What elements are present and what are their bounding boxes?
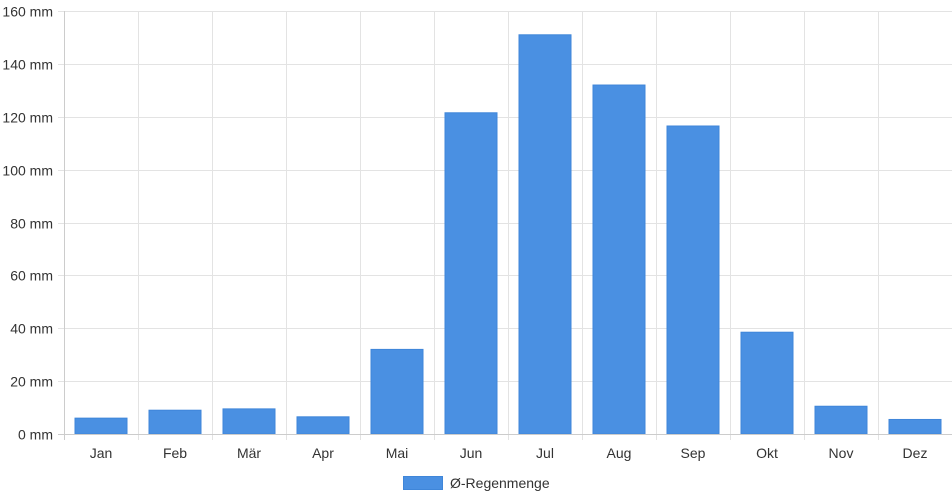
bar-jul[interactable] [518,34,572,435]
bars [74,34,942,435]
y-tick-label: 120 mm [2,110,53,126]
x-tick-label: Mär [237,445,261,461]
bar-jun[interactable] [444,112,498,435]
bar-apr[interactable] [296,416,350,435]
x-tick-label: Nov [829,445,854,461]
bar-aug[interactable] [592,84,646,435]
x-tick-label: Okt [756,445,778,461]
y-tick-label: 40 mm [10,321,53,337]
y-tick-label: 80 mm [10,216,53,232]
x-tick-label: Jan [90,445,113,461]
x-tick-label: Feb [163,445,187,461]
y-tick-label: 60 mm [10,268,53,284]
legend-swatch [403,476,443,490]
x-tick-label: Jun [460,445,483,461]
y-tick-label: 100 mm [2,163,53,179]
y-tick-label: 0 mm [18,427,53,443]
x-tick-label: Sep [681,445,706,461]
bar-jan[interactable] [74,417,128,435]
legend-label: Ø-Regenmenge [450,475,550,491]
axes: 0 mm 20 mm 40 mm 60 mm 80 mm 100 mm 120 mm 140 … [2,4,952,461]
x-tick-label: Dez [903,445,928,461]
x-tick-label: Jul [536,445,554,461]
bar-mär[interactable] [222,408,276,435]
bar-feb[interactable] [148,409,202,435]
y-tick-label: 20 mm [10,374,53,390]
bar-mai[interactable] [370,348,424,435]
y-tick-label: 160 mm [2,4,53,20]
bar-sep[interactable] [666,125,720,435]
bar-okt[interactable] [740,331,794,435]
x-tick-label: Aug [607,445,632,461]
legend[interactable]: Ø-Regenmenge [403,474,550,492]
grid [58,11,952,440]
bar-nov[interactable] [814,405,868,435]
x-tick-label: Mai [386,445,409,461]
bar-dez[interactable] [888,418,942,435]
y-tick-label: 140 mm [2,57,53,73]
x-tick-label: Apr [312,445,334,461]
